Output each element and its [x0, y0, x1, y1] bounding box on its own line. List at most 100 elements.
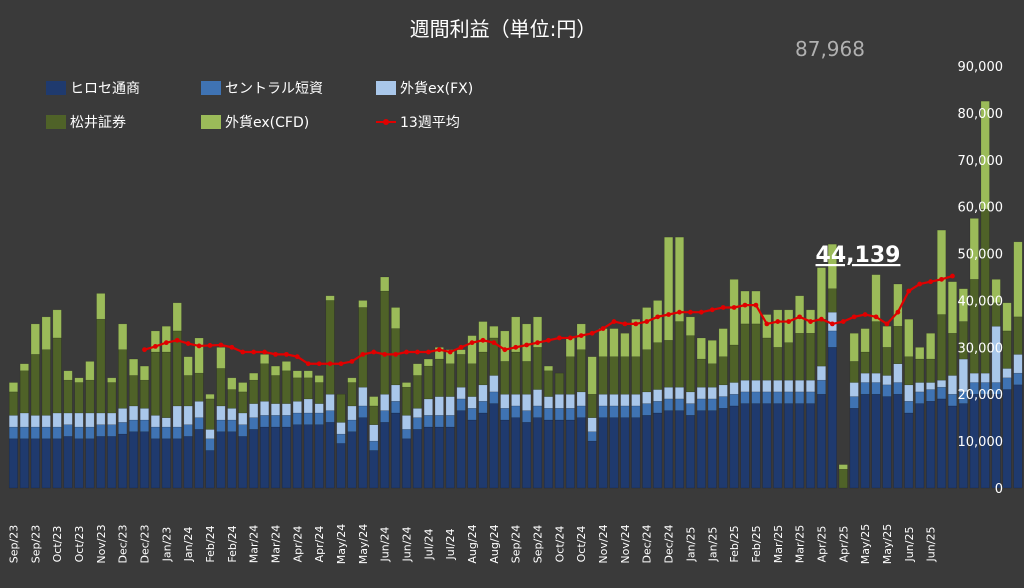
bar-segment-2 — [478, 401, 488, 414]
bar-segment-1 — [1002, 389, 1012, 489]
bar-segment-2 — [325, 410, 335, 423]
bar-segment-3 — [762, 379, 772, 393]
moving-average-point — [688, 309, 693, 315]
moving-average-point — [502, 347, 508, 353]
moving-average-point — [262, 349, 267, 355]
bar-segment-1 — [19, 438, 29, 489]
bar-segment-4 — [445, 363, 455, 397]
moving-average-point — [775, 319, 781, 324]
x-tick-label: Mar/24 — [270, 525, 283, 563]
bar-segment-5 — [609, 328, 619, 357]
bar-segment-1 — [336, 443, 346, 489]
bar-segment-2 — [740, 391, 750, 404]
y-tick-label: 70,000 — [958, 154, 1004, 169]
bar-segment-5 — [467, 335, 477, 364]
bar-segment-2 — [587, 431, 597, 442]
bar-segment-2 — [434, 415, 444, 428]
bar-segment-4 — [729, 344, 739, 383]
bar-segment-5 — [980, 100, 990, 210]
bar-segment-1 — [489, 403, 499, 489]
bar-segment-3 — [445, 396, 455, 416]
moving-average-point — [196, 343, 202, 349]
moving-average-point — [327, 361, 333, 367]
x-tick-label: Jan/25 — [706, 527, 719, 563]
bar-segment-3 — [576, 391, 586, 407]
bar-segment-3 — [740, 379, 750, 393]
bar-segment-2 — [926, 389, 936, 402]
bar-segment-1 — [41, 438, 51, 489]
bar-segment-3 — [1013, 354, 1023, 374]
x-tick-label: Sep/23 — [7, 525, 20, 563]
bar-segment-3 — [412, 408, 422, 418]
moving-average-point — [349, 359, 355, 364]
x-tick-label: Feb/24 — [226, 525, 239, 562]
y-tick-label: 80,000 — [958, 107, 1004, 122]
moving-average-point — [305, 361, 311, 367]
bar-segment-3 — [620, 393, 630, 407]
bar-segment-2 — [30, 426, 40, 440]
bar-segment-1 — [642, 415, 652, 489]
bar-segment-1 — [52, 438, 62, 489]
bar-segment-1 — [729, 405, 739, 489]
moving-average-point — [185, 341, 191, 346]
bar-segment-2 — [63, 424, 73, 437]
bar-segment-4 — [674, 321, 685, 388]
bar-segment-1 — [806, 403, 816, 489]
moving-average-point — [633, 321, 639, 327]
bar-segment-3 — [893, 363, 903, 383]
bar-segment-4 — [478, 351, 488, 386]
bar-segment-2 — [762, 391, 772, 404]
bar-segment-2 — [227, 419, 237, 432]
bar-segment-5 — [915, 347, 925, 360]
bar-segment-3 — [52, 412, 62, 428]
bar-segment-3 — [336, 422, 346, 435]
bar-segment-4 — [696, 358, 706, 388]
x-tick-label: May/24 — [357, 524, 370, 564]
moving-average-point — [742, 302, 748, 308]
bar-segment-3 — [271, 403, 281, 416]
bar-segment-5 — [205, 393, 215, 400]
bar-segment-3 — [849, 382, 859, 397]
bar-segment-1 — [947, 405, 957, 489]
bar-segment-5 — [63, 370, 73, 381]
bar-segment-4 — [543, 370, 553, 397]
legend-swatch — [46, 81, 66, 95]
bar-segment-4 — [96, 318, 106, 414]
bar-segment-4 — [598, 356, 608, 395]
bar-segment-1 — [249, 429, 259, 489]
y-tick-label: 20,000 — [958, 388, 1004, 403]
bar-segment-2 — [653, 401, 663, 414]
moving-average-point — [895, 309, 901, 315]
bar-segment-3 — [423, 398, 433, 416]
bar-segment-2 — [8, 426, 18, 440]
x-tick-label: Jan/24 — [182, 527, 195, 563]
bar-segment-2 — [685, 403, 695, 416]
x-tick-label: Oct/24 — [575, 526, 588, 563]
x-tick-label: Jun/25 — [925, 527, 938, 563]
bar-segment-2 — [347, 419, 357, 432]
bar-segment-4 — [522, 361, 532, 395]
bar-segment-5 — [816, 267, 826, 320]
bar-segment-4 — [63, 379, 73, 414]
bar-segment-5 — [402, 382, 412, 388]
bar-segment-2 — [150, 426, 160, 440]
bar-segment-2 — [522, 410, 532, 423]
bar-segment-1 — [576, 417, 586, 489]
bar-segment-5 — [1013, 241, 1023, 318]
bar-segment-2 — [707, 398, 717, 411]
bar-segment-1 — [303, 424, 313, 489]
bar-segment-3 — [882, 375, 892, 386]
bar-segment-2 — [271, 415, 281, 428]
x-tick-label: Apr/25 — [837, 526, 850, 563]
bar-segment-5 — [325, 295, 335, 301]
bar-segment-4 — [795, 333, 805, 381]
bar-segment-4 — [456, 354, 466, 388]
bar-segment-2 — [107, 424, 117, 437]
bar-segment-1 — [358, 417, 368, 489]
moving-average-point — [415, 349, 420, 355]
bar-segment-4 — [292, 377, 302, 402]
bar-segment-3 — [707, 386, 717, 400]
bar-segment-1 — [718, 408, 728, 489]
bar-segment-5 — [369, 396, 379, 407]
bar-segment-1 — [412, 429, 422, 489]
